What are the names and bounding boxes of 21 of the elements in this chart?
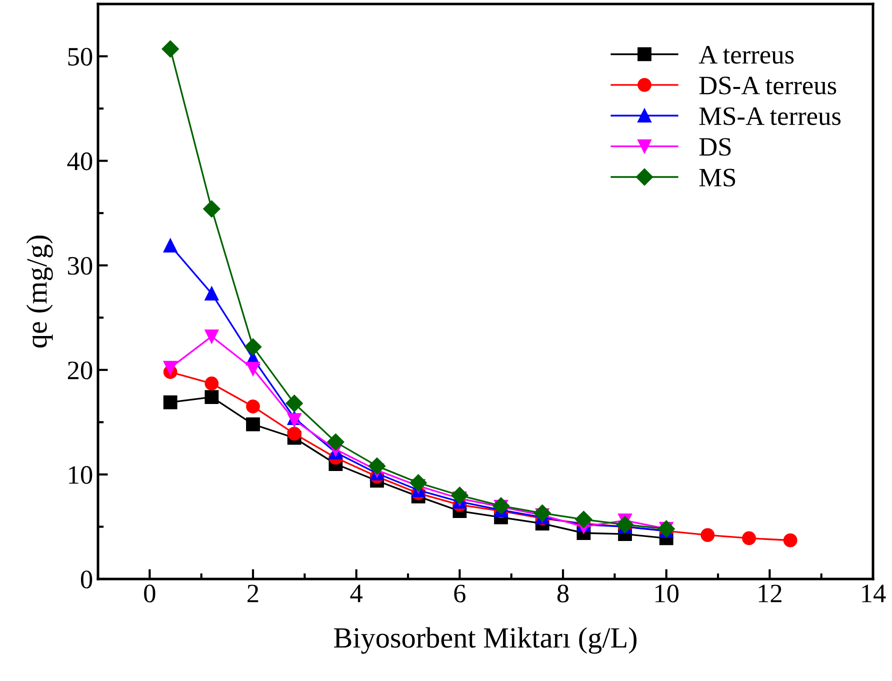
y-tick-label: 50 — [68, 48, 92, 66]
x-axis-title: Biyosorbent Miktarı (g/L) — [334, 627, 637, 654]
legend-label: DS-A terreus — [699, 76, 836, 94]
y-tick-label: 0 — [80, 570, 92, 588]
legend-label: MS — [699, 168, 736, 186]
x-tick-label: 14 — [862, 584, 886, 602]
y-tick-label: 40 — [67, 152, 92, 170]
y-tick-label: 30 — [68, 256, 92, 275]
x-tick-label: 0 — [144, 584, 156, 602]
x-tick-label: 2 — [248, 584, 258, 602]
legend-label: A terreus — [698, 46, 794, 64]
x-tick-label: 4 — [350, 584, 363, 602]
y-tick-label: 10 — [69, 466, 92, 484]
y-axis-title: qe (mg/g) — [26, 236, 53, 348]
x-tick-label: 8 — [557, 584, 569, 602]
x-tick-label: 6 — [454, 584, 466, 602]
legend-label: DS — [699, 138, 731, 156]
x-tick-label: 10 — [655, 584, 679, 602]
x-tick-label: 12 — [758, 584, 782, 602]
y-tick-label: 20 — [68, 362, 92, 380]
legend-label: MS-A terreus — [699, 107, 841, 126]
